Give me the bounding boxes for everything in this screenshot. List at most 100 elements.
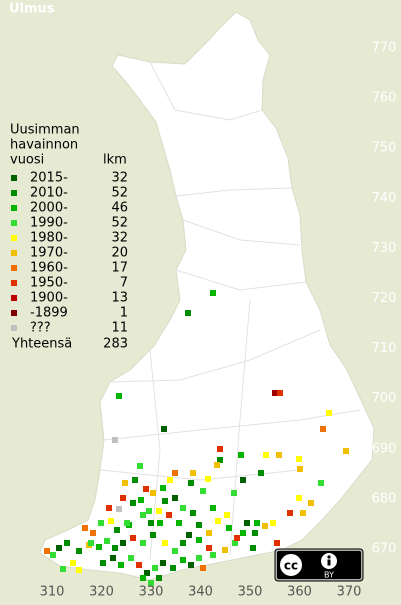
total-count: 283	[103, 337, 128, 352]
observation-square	[190, 470, 196, 476]
observation-square	[186, 532, 192, 538]
x-tick-label: 330	[139, 585, 164, 600]
observation-square	[296, 495, 302, 501]
observation-square	[156, 508, 162, 514]
observation-square	[160, 485, 166, 491]
observation-square	[210, 552, 216, 558]
observation-square	[110, 555, 116, 561]
by-text: BY	[324, 571, 334, 580]
legend-label: 1980-	[30, 231, 68, 246]
legend-marker	[11, 235, 17, 241]
legend-label: 2000-	[30, 201, 68, 216]
observation-square	[60, 566, 66, 572]
observation-square	[196, 555, 202, 561]
observation-square	[206, 530, 212, 536]
observation-square	[210, 290, 216, 296]
observation-square	[200, 565, 206, 571]
observation-square	[90, 530, 96, 536]
observation-square	[176, 520, 182, 526]
observation-square	[98, 520, 104, 526]
legend-label: 2015-	[30, 171, 68, 186]
map-title: Ulmus	[9, 2, 55, 17]
observation-square	[217, 446, 223, 452]
y-axis: 770 760 750 740 730 720 710 700 690 680 670	[372, 41, 397, 557]
observation-square	[118, 562, 124, 568]
observation-square	[277, 390, 283, 396]
y-tick-label: 740	[372, 191, 397, 206]
observation-square	[56, 545, 62, 551]
observation-square	[112, 545, 118, 551]
observation-square	[120, 540, 126, 546]
observation-square	[70, 560, 76, 566]
y-tick-label: 750	[372, 141, 397, 156]
observation-square	[214, 462, 220, 468]
observation-square	[217, 457, 223, 463]
x-tick-label: 320	[89, 585, 114, 600]
legend-column: vuosi	[10, 153, 44, 168]
observation-square	[210, 505, 216, 511]
legend-marker	[11, 265, 17, 271]
total-label: Yhteensä	[11, 337, 72, 352]
observation-square	[258, 470, 264, 476]
observation-square	[100, 560, 106, 566]
observation-square	[274, 540, 280, 546]
observation-square	[226, 525, 232, 531]
observation-square	[297, 466, 303, 472]
observation-square	[180, 505, 186, 511]
legend-count: 46	[111, 201, 128, 216]
observation-square	[244, 520, 250, 526]
y-tick-label: 730	[372, 241, 397, 256]
legend-heading: havainnon	[10, 138, 78, 153]
observation-square	[318, 480, 324, 486]
legend-count: 52	[111, 186, 128, 201]
observation-square	[172, 470, 178, 476]
observation-square	[300, 510, 306, 516]
observation-square	[44, 548, 50, 554]
by-icon-head	[327, 555, 331, 559]
observation-square	[172, 548, 178, 554]
observation-square	[172, 495, 178, 501]
y-tick-label: 770	[372, 41, 397, 56]
observation-square	[144, 570, 150, 576]
observation-square	[234, 535, 240, 541]
legend-column: lkm	[103, 153, 127, 168]
x-axis: 310 320 330 340 350 360 370	[40, 585, 362, 600]
observation-square	[224, 512, 230, 518]
observation-square	[140, 540, 146, 546]
observation-square	[185, 310, 191, 316]
observation-square	[104, 538, 110, 544]
observation-square	[137, 463, 143, 469]
legend-marker	[11, 220, 17, 226]
observation-square	[272, 390, 278, 396]
by-icon-body	[327, 559, 331, 566]
observation-square	[161, 426, 167, 432]
observation-square	[122, 480, 128, 486]
legend-marker	[11, 280, 17, 286]
observation-square	[296, 456, 302, 462]
legend-label: 1950-	[30, 276, 68, 291]
observation-square	[88, 540, 94, 546]
observation-square	[205, 476, 211, 482]
observation-square	[162, 540, 168, 546]
legend: 2015- 32 2010- 52 2000- 46 1990- 52 1980- 32 1970-…	[11, 171, 128, 336]
legend-label: -1899	[30, 306, 68, 321]
observation-square	[308, 500, 314, 506]
observation-square	[180, 557, 186, 563]
observation-square	[240, 477, 246, 483]
observation-square	[180, 540, 186, 546]
observation-square	[76, 548, 82, 554]
observation-square	[130, 500, 136, 506]
observation-square	[160, 560, 166, 566]
legend-marker	[11, 190, 17, 196]
observation-square	[76, 567, 82, 573]
legend-marker	[11, 175, 17, 181]
y-tick-label: 690	[372, 441, 397, 456]
observation-square	[196, 522, 202, 528]
legend-label: 1960-	[30, 261, 68, 276]
observation-square	[148, 520, 154, 526]
observation-square	[143, 486, 149, 492]
legend-count: 1	[120, 306, 128, 321]
legend-marker	[11, 295, 17, 301]
cc-circle	[278, 552, 304, 578]
x-tick-label: 360	[287, 585, 312, 600]
